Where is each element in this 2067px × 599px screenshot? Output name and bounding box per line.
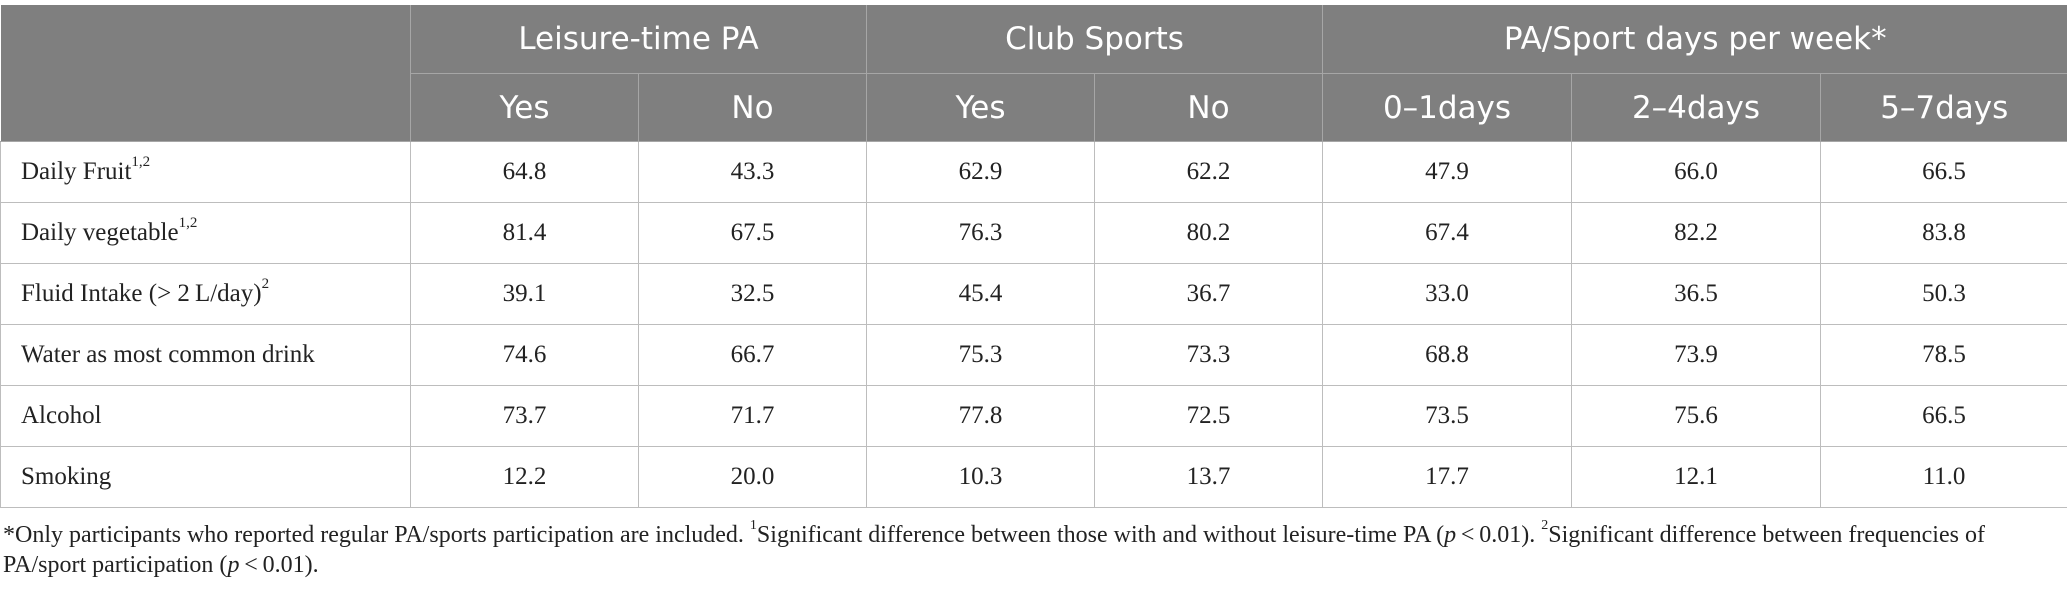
table-cell: 17.7	[1322, 446, 1572, 508]
table-container: Leisure-time PA Club Sports PA/Sport day…	[0, 5, 2067, 508]
table-cell: 10.3	[866, 446, 1095, 508]
table-cell: 36.7	[1094, 263, 1323, 325]
table-cell: 20.0	[638, 446, 867, 508]
sub-header: 5–7days	[1819, 73, 2067, 142]
table-cell: 36.5	[1571, 263, 1821, 325]
row-label: Fluid Intake (> 2 L/day)2	[0, 263, 411, 325]
table-cell: 12.1	[1571, 446, 1821, 508]
table-cell: 71.7	[638, 385, 867, 447]
table-cell: 62.9	[866, 141, 1095, 203]
table-cell: 32.5	[638, 263, 867, 325]
sub-header: Yes	[866, 73, 1095, 142]
superscript: 1,2	[178, 214, 198, 231]
table-cell: 66.7	[638, 324, 867, 386]
table-cell: 73.7	[410, 385, 639, 447]
table-cell: 81.4	[410, 202, 639, 264]
sub-header: 0–1days	[1322, 73, 1572, 142]
table-cell: 66.5	[1819, 385, 2067, 447]
table-row: Daily Fruit1,2 64.8 43.3 62.9 62.2 47.9 …	[0, 141, 2067, 203]
table-cell: 77.8	[866, 385, 1095, 447]
row-label: Smoking	[0, 446, 411, 508]
superscript: 2	[261, 275, 270, 292]
table-cell: 75.6	[1571, 385, 1821, 447]
sub-header: No	[1094, 73, 1323, 142]
table-cell: 47.9	[1322, 141, 1572, 203]
table-cell: 78.5	[1819, 324, 2067, 386]
table-cell: 83.8	[1819, 202, 2067, 264]
group-header-club: Club Sports	[866, 5, 1323, 74]
table-row: Daily vegetable1,2 81.4 67.5 76.3 80.2 6…	[0, 202, 2067, 264]
sub-header: No	[638, 73, 867, 142]
corner-header	[0, 5, 411, 142]
sub-header-row: Yes No Yes No 0–1days 2–4days 5–7days	[1, 73, 2067, 142]
table-cell: 74.6	[410, 324, 639, 386]
row-label: Daily vegetable1,2	[0, 202, 411, 264]
row-label: Daily Fruit1,2	[0, 141, 411, 203]
table-cell: 39.1	[410, 263, 639, 325]
table-cell: 82.2	[1571, 202, 1821, 264]
sub-header: 2–4days	[1571, 73, 1821, 142]
group-header-row: Leisure-time PA Club Sports PA/Sport day…	[0, 5, 2067, 142]
row-label: Alcohol	[0, 385, 411, 447]
table-cell: 76.3	[866, 202, 1095, 264]
table-footnote: *Only participants who reported regular …	[3, 518, 1985, 579]
row-label: Water as most common drink	[0, 324, 411, 386]
table-row: Smoking 12.2 20.0 10.3 13.7 17.7 12.1 11…	[0, 446, 2067, 508]
table-cell: 66.0	[1571, 141, 1821, 203]
table-cell: 80.2	[1094, 202, 1323, 264]
table-cell: 67.5	[638, 202, 867, 264]
table-cell: 67.4	[1322, 202, 1572, 264]
superscript: 1,2	[131, 153, 151, 170]
table-cell: 73.9	[1571, 324, 1821, 386]
table-cell: 12.2	[410, 446, 639, 508]
table-cell: 62.2	[1094, 141, 1323, 203]
table-cell: 45.4	[866, 263, 1095, 325]
table-cell: 13.7	[1094, 446, 1323, 508]
data-table: Leisure-time PA Club Sports PA/Sport day…	[0, 5, 2067, 508]
sub-header: Yes	[410, 73, 639, 142]
table-cell: 66.5	[1819, 141, 2067, 203]
table-cell: 50.3	[1819, 263, 2067, 325]
table-cell: 73.3	[1094, 324, 1323, 386]
table-cell: 73.5	[1322, 385, 1572, 447]
group-header-days: PA/Sport days per week*	[1321, 5, 2067, 74]
table-row: Alcohol 73.7 71.7 77.8 72.5 73.5 75.6 66…	[0, 385, 2067, 447]
table-cell: 68.8	[1322, 324, 1572, 386]
table-row: Fluid Intake (> 2 L/day)2 39.1 32.5 45.4…	[0, 263, 2067, 325]
table-cell: 11.0	[1819, 446, 2067, 508]
table-cell: 33.0	[1322, 263, 1572, 325]
table-cell: 64.8	[410, 141, 639, 203]
table-cell: 43.3	[638, 141, 867, 203]
table-cell: 75.3	[866, 324, 1095, 386]
table-cell: 72.5	[1094, 385, 1323, 447]
table-row: Water as most common drink 74.6 66.7 75.…	[0, 324, 2067, 386]
group-header-leisure: Leisure-time PA	[410, 5, 867, 74]
